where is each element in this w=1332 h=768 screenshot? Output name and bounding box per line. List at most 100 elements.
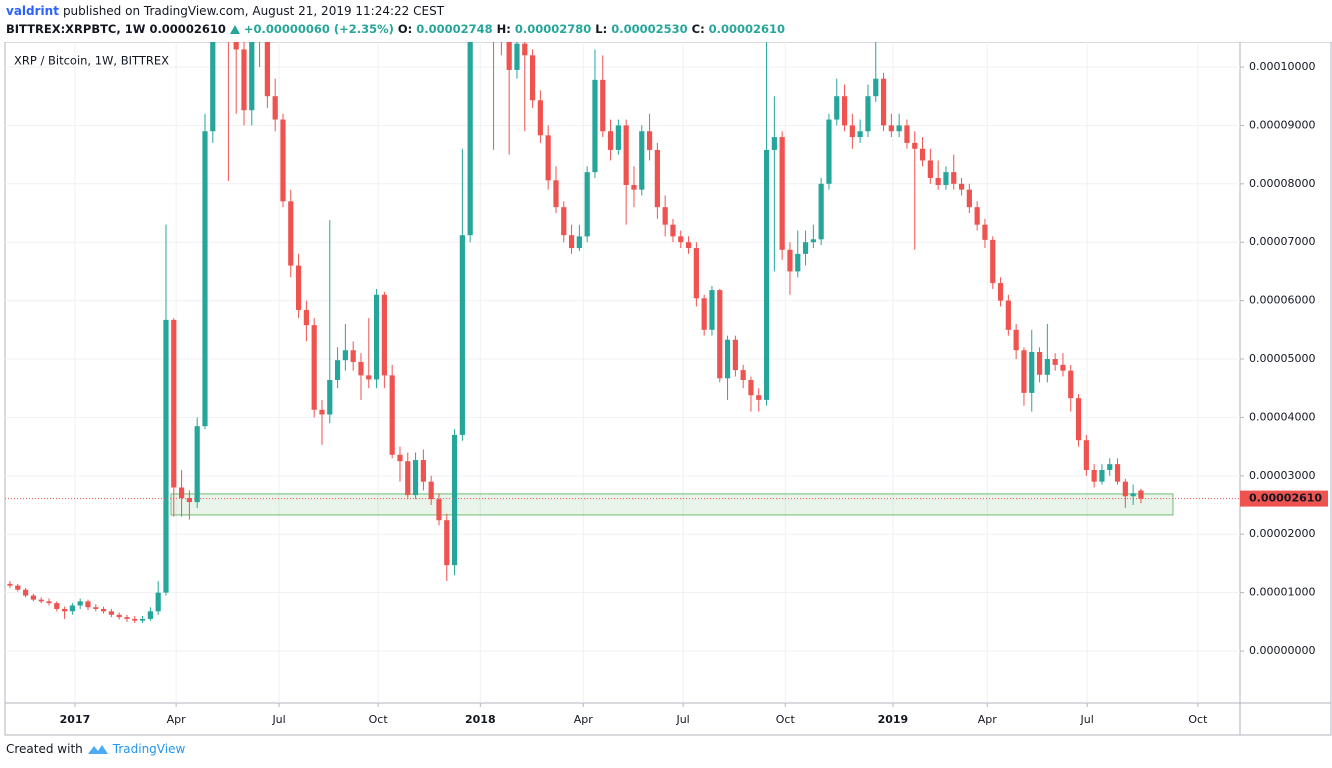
chart: 0.00000000 0.00001000 0.00002000 0.00003000… <box>4 42 1332 736</box>
candle-body <box>1005 300 1011 330</box>
candle-body <box>1130 493 1136 497</box>
candle-body <box>412 460 419 496</box>
candle-body <box>592 79 598 173</box>
candle-body <box>662 207 668 225</box>
candle-body <box>366 375 372 380</box>
grid <box>5 42 1240 703</box>
candle-body <box>670 224 676 237</box>
candle-body <box>584 172 590 237</box>
x-tick-label: Jul <box>1079 713 1093 726</box>
candle-body <box>233 42 239 50</box>
candle-body <box>740 370 746 381</box>
candle-body <box>927 160 933 178</box>
candle-body <box>77 601 83 606</box>
candle-body <box>865 96 871 132</box>
candle-body <box>958 183 965 190</box>
candle-body <box>311 325 317 410</box>
publish-line: valdrint published on TradingView.com, A… <box>6 4 444 18</box>
candle-body <box>444 520 450 566</box>
candle-body <box>756 395 762 400</box>
x-tick-label: Jul <box>271 713 285 726</box>
candle-body <box>1107 464 1113 470</box>
x-tick-label: Apr <box>978 713 998 726</box>
last-price: 0.00002610 <box>149 22 226 36</box>
candle-body <box>22 589 29 596</box>
candle-body <box>116 614 122 618</box>
candle-body <box>459 235 465 435</box>
support-zone <box>170 493 1174 516</box>
candle-body <box>623 125 629 185</box>
candle-body <box>436 499 442 521</box>
x-tick-label: 2019 <box>878 713 909 726</box>
candle-body <box>826 119 832 184</box>
candle-body <box>1013 329 1019 351</box>
candle-body <box>54 603 60 609</box>
l-label: L: <box>595 22 608 36</box>
y-tick-label: 0.00005000 <box>1249 352 1315 365</box>
candle-body <box>147 611 153 619</box>
h-label: H: <box>496 22 511 36</box>
candle-body <box>935 177 941 185</box>
candle-body <box>108 611 114 615</box>
candle-body <box>537 100 543 136</box>
symbol: BITTREX:XRPBTC, 1W <box>6 22 146 36</box>
candle-body <box>1083 440 1089 470</box>
y-tick-label: 0.00001000 <box>1249 586 1315 599</box>
x-tick-label: Jul <box>675 713 689 726</box>
candle-body <box>732 339 738 371</box>
candle-body <box>841 96 848 126</box>
candle-body <box>1091 469 1097 482</box>
x-tick-label: Apr <box>167 713 187 726</box>
candle-body <box>1099 469 1105 482</box>
y-tick-label: 0.00007000 <box>1249 235 1315 248</box>
candle-body <box>1029 352 1035 393</box>
candle-body <box>1114 464 1121 482</box>
o-label: O: <box>397 22 413 36</box>
candle-body <box>451 434 458 566</box>
candle-body <box>912 142 918 149</box>
candle-body <box>241 49 247 111</box>
x-tick-label: Apr <box>574 713 594 726</box>
y-tick-label: 0.00008000 <box>1249 177 1315 190</box>
y-tick-label: 0.00004000 <box>1249 410 1315 423</box>
candle-body <box>249 42 255 111</box>
candle-body <box>15 585 21 590</box>
candle-body <box>1021 350 1027 393</box>
y-tick-label: 0.00000000 <box>1249 644 1315 657</box>
candle-body <box>132 618 138 621</box>
candle-body <box>1122 481 1128 497</box>
candle-body <box>1036 352 1043 375</box>
candle-body <box>639 131 645 190</box>
candle-body <box>155 592 161 612</box>
candle-body <box>428 481 434 500</box>
y-tick-label: 0.00010000 <box>1249 60 1315 73</box>
candle-body <box>974 207 980 225</box>
candle-body <box>1060 364 1066 371</box>
candle-body <box>93 607 99 609</box>
candle-body <box>771 137 777 150</box>
candle-body <box>873 78 879 97</box>
candle-body <box>693 248 699 299</box>
x-tick-label: 2018 <box>465 713 496 726</box>
publisher[interactable]: valdrint <box>6 4 59 18</box>
candle-body <box>163 319 169 593</box>
candle-body <box>7 583 13 586</box>
candle-body <box>506 42 512 70</box>
candle-body <box>795 253 801 272</box>
y-tick-label: 0.00006000 <box>1249 294 1315 307</box>
price-tag-label: 0.00002610 <box>1249 492 1322 505</box>
candle-body <box>30 595 36 600</box>
candle-body <box>124 617 130 619</box>
candle-body <box>522 43 528 56</box>
candle-body <box>615 125 621 150</box>
x-tick-label: 2017 <box>60 713 91 726</box>
candle-body <box>966 189 972 208</box>
candle-body <box>709 290 715 330</box>
candle-body <box>264 42 270 97</box>
candle-body <box>943 172 949 185</box>
candle-body <box>576 236 582 249</box>
brand[interactable]: TradingView <box>112 742 186 756</box>
candle-body <box>818 183 824 240</box>
logo <box>87 745 108 754</box>
candle-body <box>46 601 52 604</box>
